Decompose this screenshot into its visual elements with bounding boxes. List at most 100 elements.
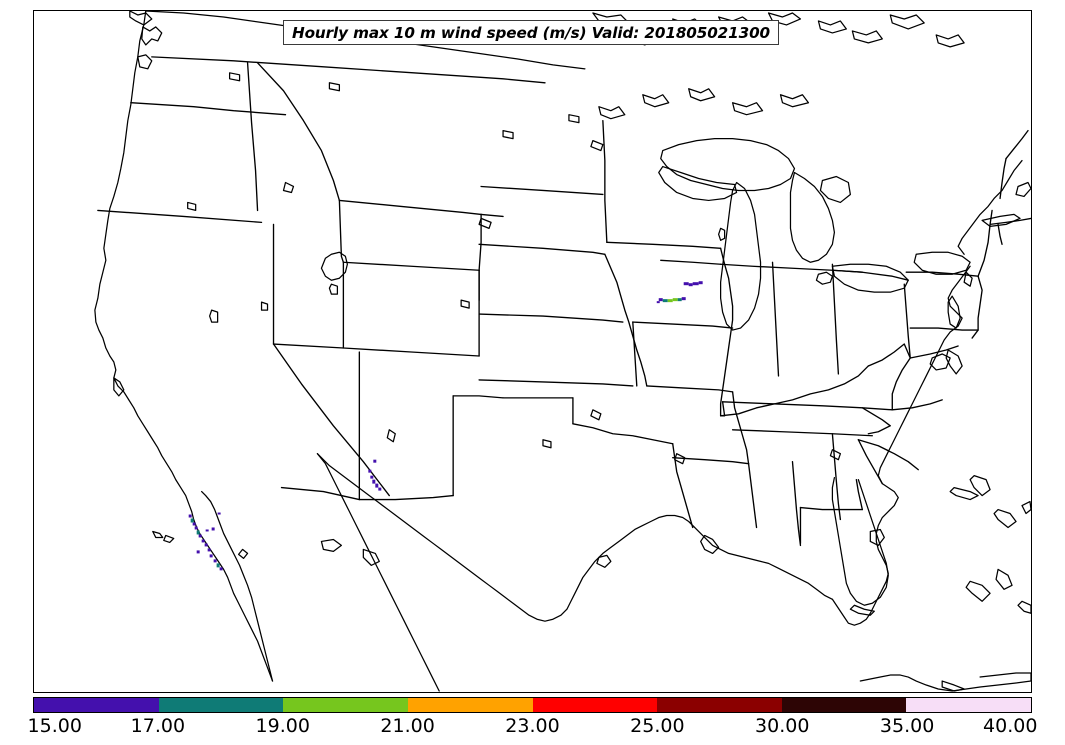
- border-sd-ne: [478, 243, 606, 255]
- colorbar-segment-indigo: [34, 698, 159, 712]
- border-me-nh: [1005, 129, 1029, 160]
- colorbar-tick-17-00: 17.00: [130, 715, 186, 737]
- colorbar-tick-21-00: 21.00: [380, 715, 435, 737]
- pamlico-sound: [929, 353, 951, 371]
- border-vt-nh: [999, 157, 1007, 200]
- border-nc-sc: [857, 439, 919, 471]
- utah-lake: [328, 283, 339, 295]
- border-ohio-river: [719, 365, 869, 417]
- border-co-wy: [342, 261, 480, 271]
- border-dakotas-mn: [602, 120, 608, 243]
- border-sc-ga: [857, 439, 883, 485]
- map-canvas[interactable]: [34, 11, 1031, 692]
- mexico-interior-a: [320, 538, 343, 553]
- canada-lake-k: [642, 94, 670, 108]
- border-mn-ia: [606, 241, 722, 249]
- colorbar-segment-orange: [407, 698, 533, 712]
- border-va-nc: [891, 399, 943, 411]
- great-salt-lake: [320, 251, 348, 281]
- cuba-island: [859, 672, 1031, 692]
- coastlines-group: [94, 11, 1031, 692]
- lake-superior: [660, 138, 796, 192]
- wind-speed-data-group: [188, 281, 703, 571]
- canada-lake-m: [731, 102, 764, 116]
- colorbar-segment-green: [283, 698, 408, 712]
- lake-ontario: [913, 251, 971, 275]
- border-ks-ok: [478, 379, 634, 387]
- border-ar-la: [672, 457, 750, 465]
- border-tx-la: [672, 443, 694, 529]
- mexico-east-coast: [316, 453, 440, 692]
- colorbar[interactable]: [33, 697, 1032, 713]
- long-island: [981, 213, 1021, 227]
- border-fl-north: [799, 506, 864, 511]
- ne-lake: [460, 299, 470, 309]
- idaho-lake: [282, 181, 295, 194]
- border-oh-pa: [903, 283, 911, 359]
- olympic-coast: [137, 54, 153, 70]
- ga-lake: [829, 449, 842, 461]
- border-md-va: [909, 345, 959, 359]
- border-tn-nc: [861, 407, 891, 435]
- data-cluster-baja-california: [188, 512, 223, 571]
- border-id-mt: [256, 62, 341, 202]
- vancouver-island: [129, 11, 153, 26]
- nm-elephant-butte: [386, 429, 396, 443]
- plot-title-box: Hourly max 10 m wind speed (m/s) Valid: …: [283, 20, 779, 45]
- border-ct-ri: [997, 223, 1003, 245]
- canada-lake-n: [779, 94, 810, 108]
- gulf-of-california: [201, 490, 274, 682]
- data-cluster-new-mexico: [368, 459, 382, 491]
- map-panel[interactable]: [33, 10, 1032, 693]
- oregon-lake: [187, 201, 197, 212]
- border-tn-south: [731, 429, 873, 437]
- canada-lake-l: [688, 88, 716, 102]
- border-az-mexico: [280, 486, 454, 501]
- pacific-coastline: [94, 11, 274, 682]
- colorbar-segment-teal: [158, 698, 284, 712]
- border-mt-wy: [338, 199, 482, 216]
- ok-lake: [590, 409, 602, 421]
- canada-lake-g: [851, 30, 883, 44]
- colorbar-tick-35-00: 35.00: [879, 715, 935, 737]
- colorbar-tick-15-00: 15.00: [27, 715, 82, 737]
- border-wy-sd-ne: [478, 213, 482, 271]
- bahamas-b: [969, 475, 991, 497]
- border-mo-ar: [646, 385, 734, 393]
- bahamas-f: [995, 568, 1013, 590]
- colorbar-container: [33, 697, 1032, 713]
- border-ma-ct: [989, 217, 1031, 226]
- mn-lake-a: [568, 114, 580, 124]
- colorbar-segment-red: [532, 698, 658, 712]
- tx-lake: [542, 439, 552, 449]
- puget-sound: [141, 26, 163, 46]
- border-ny-ne: [977, 209, 993, 277]
- border-ar-ms: [731, 391, 750, 465]
- canada-lake-j: [598, 106, 626, 120]
- galveston-bay: [596, 554, 612, 568]
- colorbar-segment-dark-red: [657, 698, 782, 712]
- michigan-upper-peninsula: [658, 165, 738, 202]
- colorbar-tick-40-00: 40.00: [983, 715, 1038, 737]
- bahamas-g: [1017, 600, 1031, 614]
- bahamas-e: [965, 580, 991, 602]
- border-ia-mo: [632, 321, 734, 329]
- border-ut-az-co-nm: [272, 343, 480, 357]
- colorbar-tick-23-00: 23.00: [505, 715, 560, 737]
- lake-tahoe: [209, 309, 219, 323]
- border-wy-id-ut: [338, 199, 345, 263]
- atlantic-coastline: [831, 159, 1023, 626]
- nd-devils-lake: [502, 130, 514, 140]
- bahamas-a: [949, 486, 979, 501]
- montana-lake: [328, 82, 341, 92]
- ca-channel-islands-a: [152, 530, 164, 539]
- state-borders-group: [97, 56, 1031, 547]
- colorbar-tick-30-00: 30.00: [755, 715, 810, 737]
- border-ky-tn: [721, 401, 893, 411]
- border-id-or-wa: [246, 62, 259, 212]
- delaware-bay: [963, 271, 973, 287]
- lake-huron: [789, 171, 836, 263]
- mexico-interior-b: [362, 548, 380, 566]
- mn-lake-b: [590, 139, 604, 152]
